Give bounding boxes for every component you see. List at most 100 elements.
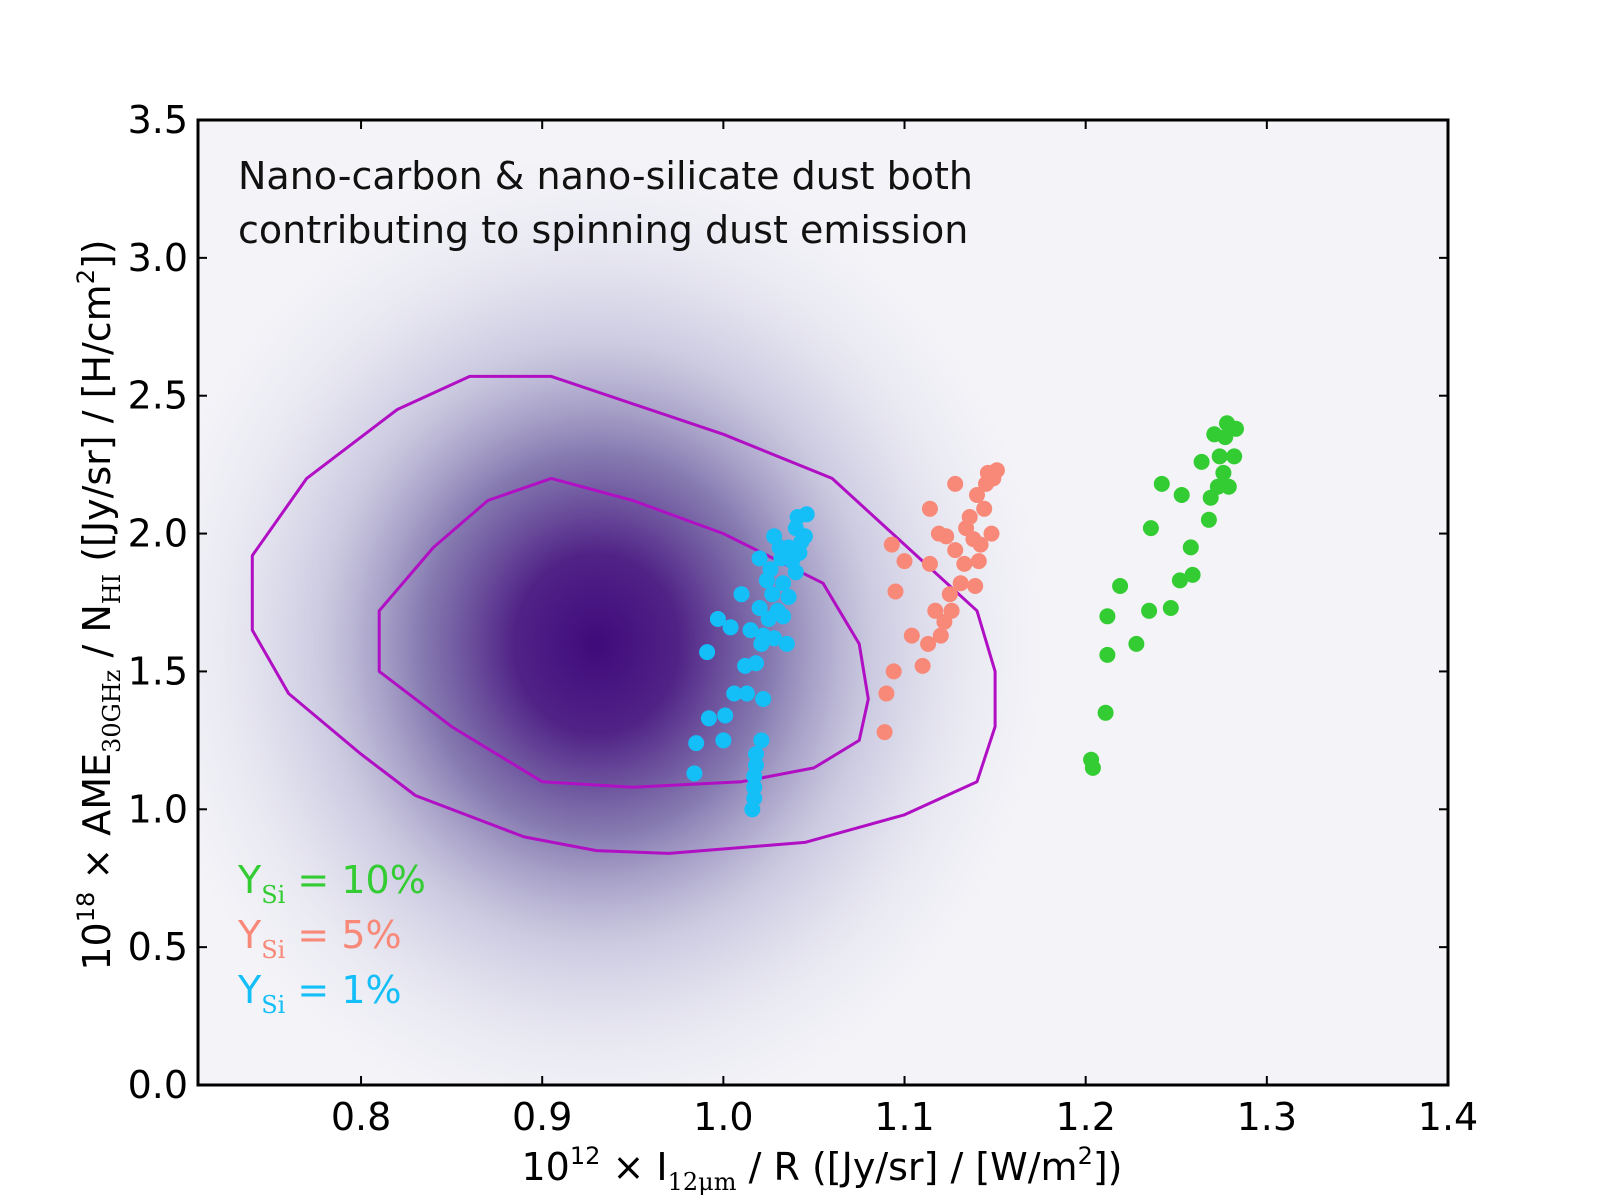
scatter-point	[932, 627, 949, 644]
y-tick-label: 1.0	[128, 787, 188, 831]
scatter-point	[709, 611, 726, 627]
scatter-point	[921, 555, 938, 572]
y-tick-label: 3.5	[128, 98, 188, 142]
scatter-point	[1099, 646, 1116, 663]
points-layer	[686, 415, 1244, 818]
scatter-point	[748, 746, 764, 763]
y-tick-label: 3.0	[128, 236, 188, 280]
scatter-point	[914, 657, 931, 674]
scatter-point	[1171, 572, 1188, 589]
scatter-point	[1228, 420, 1244, 437]
scatter-point	[941, 586, 958, 603]
scatter-point	[726, 685, 743, 702]
scatter-point	[778, 635, 795, 652]
scatter-point	[1217, 429, 1234, 446]
contour-outer	[250, 374, 997, 855]
scatter-point	[762, 561, 779, 578]
scatter-point	[876, 724, 893, 741]
scatter-point	[1142, 520, 1159, 537]
scatter-point	[1184, 566, 1201, 583]
scatter-point	[738, 685, 755, 702]
scatter-point	[1097, 704, 1114, 721]
scatter-point	[976, 500, 993, 517]
scatter-point	[748, 757, 764, 774]
y-tick-label: 0.0	[128, 1063, 188, 1107]
scatter-point	[1141, 602, 1158, 619]
scatter-point	[1193, 453, 1210, 470]
x-tick-label: 1.3	[1237, 1095, 1297, 1139]
legend-entry: YSi = 1%	[237, 968, 402, 1019]
series-1	[876, 462, 1005, 741]
y-axis-title: 1018 × AME30GHz / NHI ([Jy/sr] / [H/cm2]…	[72, 239, 126, 970]
scatter-point	[688, 735, 705, 752]
scatter-point	[1215, 464, 1232, 481]
density-blob	[198, 124, 1067, 1085]
series-2	[686, 506, 815, 818]
scatter-point	[746, 790, 763, 807]
scatter-point	[896, 553, 913, 570]
scatter-point	[780, 589, 797, 605]
legend-entry: YSi = 10%	[237, 858, 426, 909]
scatter-point	[775, 608, 792, 625]
scatter-point	[983, 525, 1000, 542]
scatter-point	[751, 550, 768, 567]
x-tick-label: 0.8	[331, 1095, 391, 1139]
scatter-point	[764, 586, 781, 603]
scatter-point	[988, 462, 1005, 479]
y-tick-label: 0.5	[128, 925, 188, 969]
scatter-point	[883, 536, 900, 553]
scatter-point	[970, 553, 987, 570]
legend-entry: YSi = 5%	[237, 913, 402, 964]
scatter-point	[947, 542, 964, 559]
y-tick-label: 1.5	[128, 649, 188, 693]
scatter-point	[798, 506, 815, 523]
density-layer	[198, 124, 1067, 1085]
plot-frame	[196, 118, 1450, 1087]
scatter-point	[1211, 448, 1228, 465]
y-tick-label: 2.5	[128, 374, 188, 418]
scatter-point	[715, 732, 732, 749]
x-tick-label: 1.4	[1418, 1095, 1478, 1139]
scatter-point	[885, 663, 902, 680]
scatter-point	[1112, 578, 1129, 594]
scatter-point	[755, 691, 772, 707]
scatter-point	[748, 655, 764, 672]
x-tick-label: 0.9	[512, 1095, 572, 1139]
ticks-layer: 0.8 0.9 1.0 1.1 1.2 1.3 1.4 0.0 0.5 1.0 1.5 2.0 2.5 3…	[128, 98, 1479, 1139]
scatter-point	[878, 685, 895, 702]
x-tick-label: 1.2	[1055, 1095, 1115, 1139]
scatter-point	[1153, 475, 1170, 492]
annotation-line-2: contributing to spinning dust emission	[238, 208, 968, 252]
scatter-point	[927, 602, 944, 619]
scatter-point	[921, 500, 938, 517]
scatter-point	[965, 531, 982, 548]
annotation-line-1: Nano-carbon & nano-silicate dust both	[238, 154, 973, 198]
scatter-point	[1200, 511, 1217, 528]
scatter-point	[686, 765, 703, 782]
scatter-point	[969, 487, 985, 503]
scatter-point	[751, 600, 768, 616]
scatter-point	[1226, 448, 1243, 465]
x-axis-title: 1012 × I12μm / R ([Jy/sr] / [W/m2])	[522, 1142, 1123, 1196]
scatter-point	[1182, 539, 1199, 556]
scatter-point	[920, 635, 937, 652]
scatter-point	[796, 528, 813, 545]
scatter-point	[700, 710, 717, 727]
scatter-point	[956, 555, 973, 572]
x-tick-label: 1.0	[693, 1095, 753, 1139]
series-0	[1083, 415, 1244, 776]
scatter-point	[775, 575, 792, 592]
y-tick-label: 2.0	[128, 512, 188, 556]
scatter-point	[938, 528, 955, 545]
scatter-point	[722, 619, 739, 636]
legend: YSi = 10%YSi = 5%YSi = 1%	[237, 858, 426, 1019]
scatter-point	[1173, 487, 1190, 503]
scatter-point	[1084, 759, 1101, 776]
scatter-point	[766, 630, 783, 647]
scatter-point	[746, 779, 763, 796]
scatter-point	[699, 644, 716, 661]
scatter-point	[887, 583, 904, 600]
scatter-point	[947, 475, 964, 492]
scatter-point	[1220, 478, 1237, 495]
